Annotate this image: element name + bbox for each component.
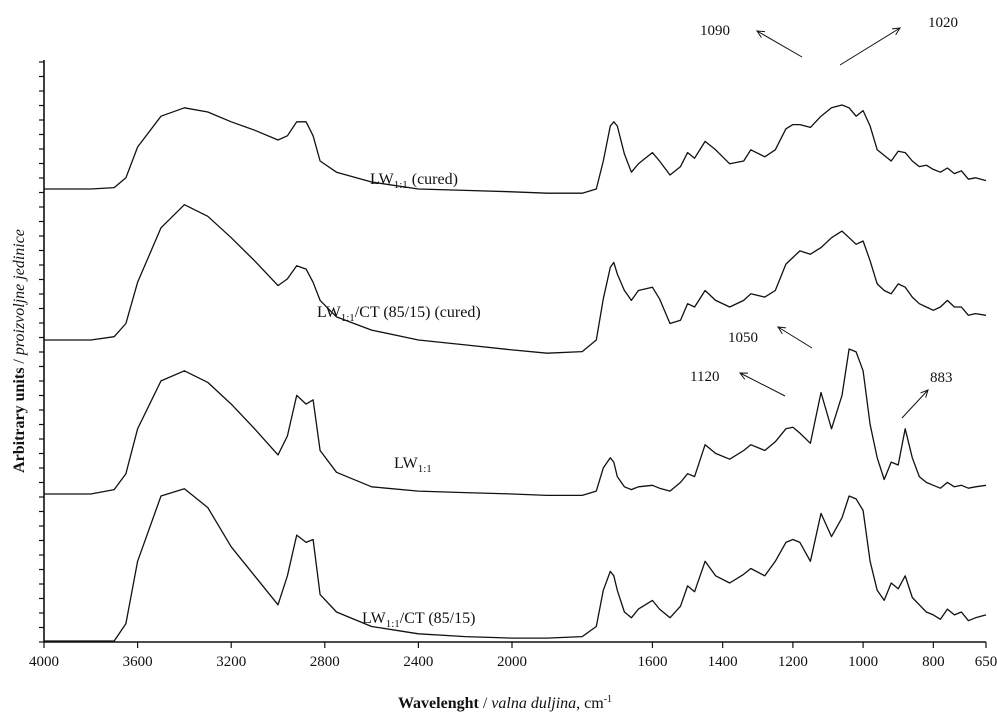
series-label-2: LW1:1/CT (85/15) (cured) — [317, 304, 481, 324]
spectra-lines — [44, 104, 987, 642]
x-tick-label: 800 — [922, 654, 945, 670]
x-tick-label: 4000 — [29, 654, 59, 670]
x-tick-label: 650 — [975, 654, 997, 670]
series-label-3: LW1:1 — [394, 455, 432, 475]
peak-arrow-1020 — [839, 27, 901, 66]
peak-label-1120: 1120 — [690, 369, 719, 385]
spectrum-line-2 — [44, 204, 987, 354]
series-labels: LW1:1 (cured) LW1:1/CT (85/15) (cured) LW1… — [317, 171, 481, 630]
peak-arrow-883 — [901, 389, 929, 419]
y-axis-ticks — [39, 61, 44, 643]
plot-area: 4000 3600 3200 2800 2400 2000 1600 1400 1200 1000… — [29, 15, 997, 670]
spectrum-line-1 — [44, 104, 987, 194]
spectrum-line-4 — [44, 488, 987, 642]
x-tick-label: 2800 — [310, 654, 340, 670]
peak-arrow-1120 — [739, 372, 786, 397]
peak-annotations: 1090 1020 1050 1120 883 — [690, 15, 958, 419]
peak-arrowhead-1120 — [738, 372, 749, 380]
x-tick-label: 1000 — [848, 654, 878, 670]
series-label-1: LW1:1 (cured) — [370, 171, 458, 191]
peak-arrowhead-883 — [920, 389, 929, 398]
x-axis-title: Wavelenght / valna duljina, cm-1 — [398, 694, 612, 712]
x-tick-label: 3200 — [216, 654, 246, 670]
x-tick-label: 1600 — [637, 654, 667, 670]
spectrum-line-3 — [44, 348, 987, 497]
peak-arrowhead-1090 — [756, 30, 766, 38]
peak-label-883: 883 — [930, 370, 953, 386]
peak-arrowhead-1020 — [891, 27, 901, 36]
peak-arrowhead-1050 — [777, 326, 787, 335]
x-tick-label: 1400 — [708, 654, 738, 670]
x-axis-ticks: 4000 3600 3200 2800 2400 2000 1600 1400 1200 1000… — [29, 642, 997, 670]
y-axis-title: Arbitrary units / proizvoljne jedinice — [11, 229, 28, 473]
x-tick-label: 2400 — [403, 654, 433, 670]
peak-arrow-1090 — [756, 30, 803, 58]
series-label-4: LW1:1/CT (85/15) — [362, 610, 475, 630]
peak-label-1090: 1090 — [700, 23, 730, 39]
x-tick-label: 2000 — [497, 654, 527, 670]
x-tick-label: 1200 — [778, 654, 808, 670]
peak-label-1020: 1020 — [928, 15, 958, 31]
peak-arrow-1050 — [777, 326, 813, 349]
x-tick-label: 3600 — [123, 654, 153, 670]
peak-label-1050: 1050 — [728, 330, 758, 346]
